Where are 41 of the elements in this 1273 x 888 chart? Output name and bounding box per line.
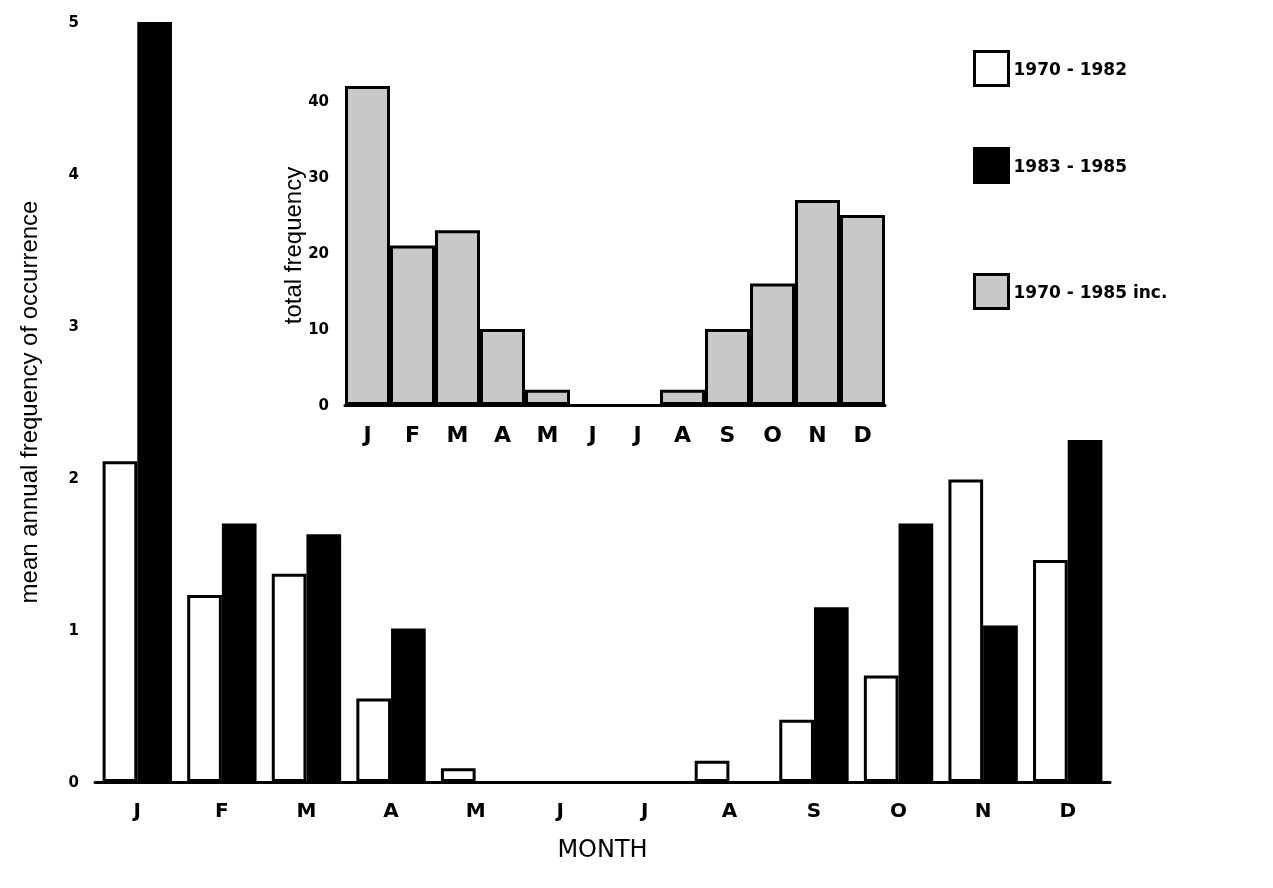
x-tick-label: J	[361, 421, 372, 447]
x-tick-label: A	[383, 798, 400, 822]
x-tick-label: J	[586, 421, 597, 447]
x-tick-label: S	[719, 421, 736, 447]
x-tick-label: M	[446, 421, 469, 447]
x-tick-label: M	[536, 421, 559, 447]
y-tick-label: 3	[68, 317, 79, 335]
x-tick-label: A	[673, 421, 692, 447]
legend-label: 1970 - 1985 inc.	[1013, 281, 1168, 302]
y-tick-label: 1	[68, 621, 79, 639]
x-tick-label: O	[763, 421, 782, 447]
y-axis-title: total frequency	[278, 166, 306, 325]
x-tick-label: S	[806, 798, 822, 822]
y-tick-label: 30	[308, 168, 329, 187]
y-tick-label: 0	[68, 773, 79, 791]
x-tick-label: A	[721, 798, 738, 822]
x-tick-label: F	[215, 798, 229, 822]
x-tick-label: D	[1059, 798, 1077, 822]
x-tick-label: N	[808, 421, 827, 447]
x-tick-label: M	[296, 798, 317, 822]
x-tick-label: O	[890, 798, 908, 822]
x-tick-label: A	[493, 421, 512, 447]
y-tick-label: 10	[308, 320, 329, 339]
legend-label: 1983 - 1985	[1013, 155, 1128, 176]
legend-label: 1970 - 1982	[1013, 58, 1128, 79]
x-axis-title: MONTH	[557, 835, 648, 863]
x-tick-label: D	[853, 421, 872, 447]
x-tick-label: N	[974, 798, 992, 822]
y-tick-label: 4	[68, 165, 79, 183]
y-tick-label: 40	[308, 92, 329, 111]
x-tick-label: J	[554, 798, 564, 822]
y-tick-label: 5	[68, 13, 79, 31]
y-tick-label: 20	[308, 244, 329, 263]
x-tick-label: M	[465, 798, 486, 822]
x-tick-label: J	[131, 798, 142, 822]
y-tick-label: 2	[68, 469, 79, 487]
x-tick-label: J	[631, 421, 642, 447]
x-tick-label: F	[404, 421, 421, 447]
x-tick-label: J	[639, 798, 649, 822]
y-tick-label: 0	[318, 396, 329, 414]
y-axis-title: mean annual frequency of occurrence	[14, 200, 42, 604]
